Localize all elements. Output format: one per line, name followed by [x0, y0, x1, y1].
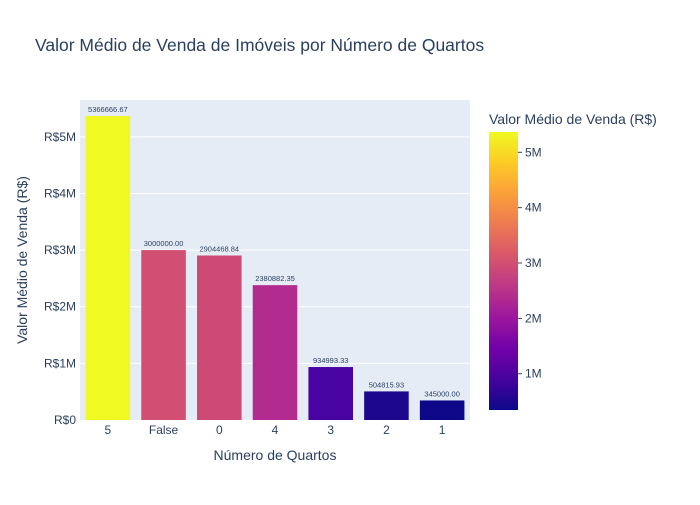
data-label: 934993.33 — [313, 356, 348, 365]
x-axis-ticks: 5 False 0 4 3 2 1 — [105, 423, 446, 437]
colorbar-tick-label: 2M — [525, 311, 542, 325]
data-label: 3000000.00 — [144, 239, 184, 248]
colorbar-tick-label: 5M — [525, 145, 542, 159]
bar — [308, 367, 353, 420]
bar — [141, 250, 186, 420]
data-label: 504815.93 — [369, 380, 404, 389]
x-tick-label: 0 — [216, 423, 223, 437]
x-tick-label: 3 — [327, 423, 334, 437]
bar — [364, 391, 409, 420]
x-tick-label: False — [149, 423, 179, 437]
colorbar-title: Valor Médio de Venda (R$) — [489, 111, 657, 127]
chart-title: Valor Médio de Venda de Imóveis por Núme… — [35, 35, 484, 55]
bar — [252, 285, 298, 420]
y-axis-label: Valor Médio de Venda (R$) — [14, 176, 30, 344]
bars-group — [85, 116, 465, 421]
bar — [419, 400, 465, 420]
x-axis-label: Número de Quartos — [214, 447, 337, 463]
y-tick-label: R$5M — [44, 130, 76, 144]
x-tick-label: 1 — [439, 423, 446, 437]
data-label: 345000.00 — [424, 389, 459, 398]
bar — [197, 255, 242, 420]
x-tick-label: 4 — [272, 423, 279, 437]
y-tick-label: R$1M — [44, 356, 76, 370]
x-tick-label: 5 — [105, 423, 112, 437]
colorbar-tick-label: 3M — [525, 256, 542, 270]
colorbar — [489, 132, 518, 410]
y-tick-label: R$4M — [44, 186, 76, 200]
y-axis-ticks: R$0 R$1M R$2M R$3M R$4M R$5M — [44, 130, 76, 427]
colorbar-ticks: 1M 2M 3M 4M 5M — [518, 145, 542, 381]
y-tick-label: R$0 — [54, 413, 76, 427]
data-label: 2904468.84 — [199, 244, 239, 253]
y-tick-label: R$3M — [44, 243, 76, 257]
colorbar-tick-label: 1M — [525, 367, 542, 381]
bar — [85, 116, 131, 421]
colorbar-tick-label: 4M — [525, 201, 542, 215]
x-tick-label: 2 — [383, 423, 390, 437]
y-tick-label: R$2M — [44, 300, 76, 314]
data-label: 5366666.67 — [88, 105, 128, 114]
data-label: 2380882.35 — [255, 274, 295, 283]
data-labels-group: 5366666.67 3000000.00 2904468.84 2380882.35… — [88, 105, 460, 398]
